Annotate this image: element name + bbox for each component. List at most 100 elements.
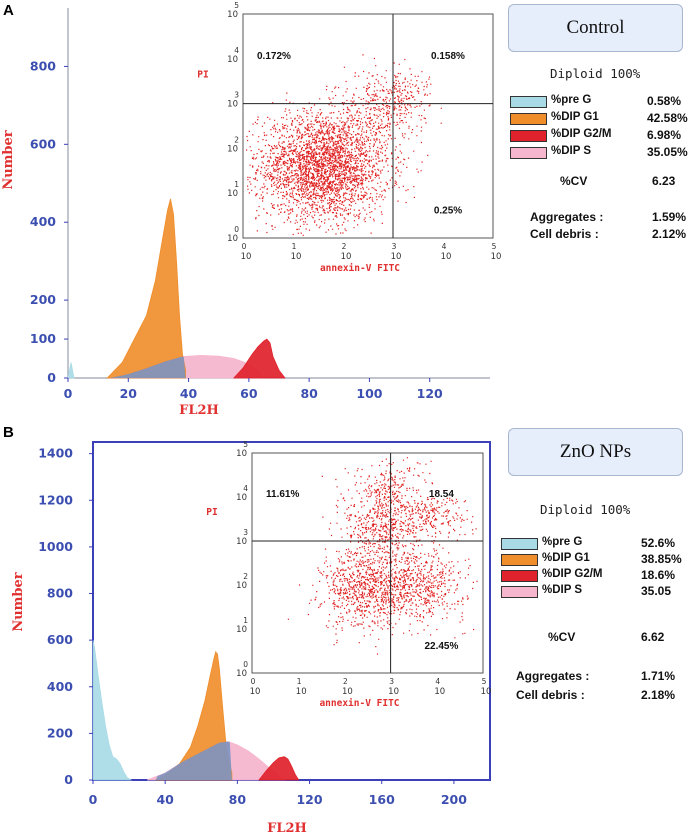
- panel-a-overlap-shading: [110, 356, 186, 378]
- panel-a-y-tick-label: 100: [30, 331, 56, 346]
- panel-a-cv-value: 6.23: [652, 174, 676, 188]
- panel-a-inset-y-tick-exponent: 3: [234, 91, 239, 100]
- panel-a-inset-x-tick-exponent: 3: [392, 242, 397, 251]
- panel-a-y-tick-label: 0: [47, 370, 56, 385]
- panel-b-legend-swatch: [501, 538, 538, 550]
- panel-a-legend-row: %DIP G2/M 6.98%: [510, 128, 699, 143]
- panel-a-inset-y-tick-base: 10: [227, 144, 238, 154]
- panel-b-legend-swatch: [501, 586, 538, 598]
- panel-b-x-tick-label: 120: [296, 792, 322, 807]
- panel-a-x-tick-label: 20: [120, 386, 138, 401]
- panel-a-inset-y-tick-base: 10: [227, 55, 238, 65]
- panel-a-inset-quadrant-upper-right: 0.158%: [431, 51, 465, 62]
- panel-a-legend-name: %pre G: [551, 94, 592, 106]
- panel-b-x-tick-label: 160: [369, 792, 395, 807]
- panel-a-legend-name: %DIP G1: [551, 111, 599, 123]
- panel-a-legend-swatch: [510, 113, 547, 125]
- panel-b-aggregates-value: 1.71%: [641, 669, 676, 683]
- panel-b-inset-quadrant-upper-left: 11.61%: [266, 489, 299, 500]
- panel-a-inset-x-tick-base: 10: [241, 252, 252, 262]
- panel-a-x-tick-label: 120: [417, 386, 443, 401]
- panel-a-cv-label: %CV: [560, 174, 588, 188]
- panel-b-legend-name: %DIP G1: [542, 552, 590, 564]
- panel-a-legend-value: 35.05%: [647, 145, 688, 159]
- panel-b-inset-scatter: 11.61% 18.5422.45%10010110210310410510010…: [206, 440, 491, 709]
- panel-b-inset-y-tick-exponent: 3: [243, 528, 248, 537]
- panel-a-legend-row: %pre G 0.58%: [510, 94, 699, 109]
- panel-b-x-tick-label: 40: [156, 792, 174, 807]
- panel-a-x-tick-label: 100: [356, 386, 382, 401]
- panel-a-legend-name: %DIP G2/M: [551, 128, 612, 140]
- panel-a-inset-y-tick-exponent: 1: [234, 180, 239, 189]
- panel-b-inset-x-tick-base: 10: [250, 687, 261, 697]
- panel-b-aggregates-label: Aggregates :: [516, 669, 590, 683]
- panel-b-letter: B: [3, 424, 14, 441]
- panel-b-legend-value: 18.6%: [641, 568, 676, 582]
- panel-b-legend-name: %pre G: [542, 536, 583, 548]
- panel-a-inset-x-tick-base: 10: [441, 252, 452, 262]
- panel-b-diploid-text: Diploid 100%: [540, 502, 631, 517]
- panel-a-x-tick-label: 0: [64, 386, 73, 401]
- panel-b-inset-y-tick-exponent: 5: [243, 440, 248, 449]
- panel-b-inset-y-tick-base: 10: [236, 625, 247, 635]
- panel-b-inset-quadrant-upper-right: 18.54: [429, 489, 454, 500]
- panel-b-legend-value: 38.85%: [641, 552, 682, 566]
- panel-b-condition-label: ZnO NPs: [508, 428, 683, 476]
- panel-a-condition-label: Control: [508, 4, 683, 52]
- panel-a-inset-x-tick-exponent: 4: [442, 242, 447, 251]
- panel-b-legend-value: 52.6%: [641, 536, 676, 550]
- panel-b-inset-x-tick-exponent: 0: [251, 677, 256, 686]
- panel-b-inset-y-tick-exponent: 4: [243, 484, 248, 493]
- panel-b-inset-y-tick-base: 10: [236, 493, 247, 503]
- panel-a-legend-swatch: [510, 96, 547, 108]
- panel-a-inset-x-tick-exponent: 1: [292, 242, 297, 251]
- panel-b-debris-label: Cell debris :: [516, 688, 585, 702]
- panel-b-inset-x-tick-exponent: 3: [389, 677, 394, 686]
- panel-b-x-tick-label: 80: [229, 792, 247, 807]
- panel-b-series-preg: [92, 640, 133, 781]
- panel-a-legend-row: %DIP S 35.05%: [510, 145, 699, 160]
- panel-b-inset-y-tick-exponent: 1: [243, 616, 248, 625]
- panel-b-y-tick-label: 1000: [38, 539, 73, 554]
- panel-a-y-axis-label: Number: [1, 130, 16, 189]
- panel-b-legend-swatch: [501, 570, 538, 582]
- panel-b-inset-x-tick-base: 10: [434, 687, 445, 697]
- panel-a-inset-y-tick-base: 10: [227, 189, 238, 199]
- panel-a-inset-y-tick-base: 10: [227, 10, 238, 20]
- panel-b-inset-y-tick-base: 10: [236, 669, 247, 679]
- panel-a-inset-y-tick-exponent: 5: [234, 1, 239, 10]
- panel-b-inset-x-tick-exponent: 1: [297, 677, 302, 686]
- panel-a-series-preg: [67, 362, 75, 379]
- panel-b-cv-label: %CV: [548, 630, 576, 644]
- panel-b-inset-x-tick-base: 10: [342, 687, 353, 697]
- panel-b-debris-value: 2.18%: [641, 688, 676, 702]
- panel-a-inset-x-tick-base: 10: [291, 252, 302, 262]
- panel-b-inset-x-tick-exponent: 5: [482, 677, 487, 686]
- panel-a-debris-label: Cell debris :: [530, 227, 599, 241]
- panel-b-y-tick-label: 0: [64, 772, 73, 787]
- panel-a-x-tick-label: 80: [300, 386, 318, 401]
- panel-a-x-axis-label: FL2H: [179, 403, 219, 418]
- panel-a-legend-value: 0.58%: [647, 94, 682, 108]
- panel-a-diploid-text: Diploid 100%: [550, 66, 641, 81]
- panel-b-legend-row: %DIP G1 38.85%: [501, 552, 691, 567]
- panel-a-inset-y-tick-base: 10: [227, 100, 238, 110]
- panel-b-inset-y-tick-exponent: 0: [243, 660, 248, 669]
- panel-b-inset-y-tick-exponent: 2: [243, 572, 248, 581]
- panel-a-inset-x-tick-base: 10: [391, 252, 402, 262]
- panel-a-inset-y-tick-exponent: 4: [234, 46, 239, 55]
- panel-b-series-dipg2m: [258, 756, 300, 781]
- panel-b-inset-y-tick-base: 10: [236, 537, 247, 547]
- panel-a-inset-y-axis-label: PI: [197, 70, 208, 81]
- panel-b-inset-x-axis-label: annexin-V FITC: [319, 698, 399, 709]
- panel-a-inset-x-axis-label: annexin-V FITC: [320, 263, 400, 274]
- panel-a-legend-value: 42.58%: [647, 111, 688, 125]
- panel-a-series-dipg1: [106, 198, 186, 379]
- panel-b-y-tick-label: 200: [47, 725, 73, 740]
- panel-b-legend-swatch: [501, 554, 538, 566]
- panel-a-inset-x-tick-exponent: 0: [242, 242, 247, 251]
- panel-a-y-tick-label: 800: [30, 58, 56, 73]
